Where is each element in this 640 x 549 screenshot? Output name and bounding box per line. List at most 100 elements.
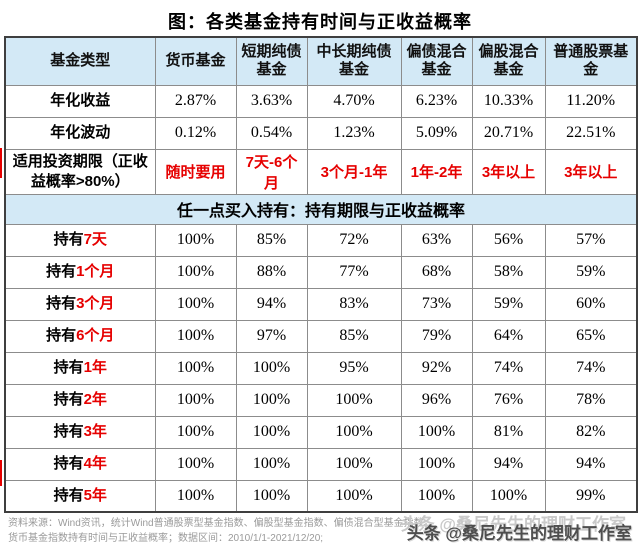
stat-value-cell: 10.33% <box>471 84 546 118</box>
column-header: 偏股混合基金 <box>471 36 546 86</box>
holding-label-prefix: 持有 <box>53 487 84 504</box>
holding-row: 持有5年 100% 100% 100% 100% 100% 99% <box>4 479 638 513</box>
probability-cell: 82% <box>544 415 638 449</box>
probability-cell: 100% <box>400 479 473 513</box>
holding-label-duration: 3个月 <box>76 295 115 313</box>
probability-cell: 99% <box>544 479 638 513</box>
probability-cell: 100% <box>235 447 308 481</box>
probability-cell: 94% <box>544 447 638 481</box>
stat-value-cell: 11.20% <box>544 84 638 118</box>
probability-cell: 83% <box>306 287 402 321</box>
holding-row: 持有1个月 100% 88% 77% 68% 58% 59% <box>4 255 638 289</box>
column-header: 普通股票基金 <box>544 36 638 86</box>
stat-value-cell: 6.23% <box>400 84 473 118</box>
probability-cell: 60% <box>544 287 638 321</box>
probability-cell: 100% <box>306 415 402 449</box>
table-body: 年化收益 2.87% 3.63% 4.70% 6.23% 10.33% 11.20% 年化波动… <box>4 84 638 513</box>
horizon-value-cell: 3个月-1年 <box>306 148 402 195</box>
holding-label-prefix: 持有 <box>53 359 84 377</box>
holding-label-duration: 1年 <box>83 359 107 377</box>
left-edge-red-mark <box>0 148 2 178</box>
probability-cell: 81% <box>471 415 546 449</box>
probability-cell: 100% <box>154 383 237 417</box>
probability-cell: 100% <box>154 351 237 385</box>
holding-label-prefix: 持有 <box>46 327 77 345</box>
horizon-row: 适用投资期限（正收益概率>80%） 随时要用 7天-6个月 3个月-1年 1年-2年 3年… <box>4 148 638 195</box>
probability-cell: 76% <box>471 383 546 417</box>
probability-cell: 100% <box>306 447 402 481</box>
probability-cell: 100% <box>235 351 308 385</box>
stat-row: 年化波动 0.12% 0.54% 1.23% 5.09% 20.71% 22.51% <box>4 116 638 150</box>
column-header: 短期纯债基金 <box>235 36 308 86</box>
probability-cell: 100% <box>471 479 546 513</box>
horizon-value-cell: 随时要用 <box>154 148 237 195</box>
stat-value-cell: 5.09% <box>400 116 473 150</box>
probability-cell: 100% <box>154 447 237 481</box>
probability-cell: 100% <box>154 415 237 449</box>
holding-label-prefix: 持有 <box>46 263 77 281</box>
column-header: 偏债混合基金 <box>400 36 473 86</box>
probability-cell: 85% <box>235 223 308 257</box>
horizon-value-cell: 3年以上 <box>471 148 546 195</box>
holding-row-label: 持有3年 <box>4 415 156 449</box>
probability-cell: 100% <box>154 223 237 257</box>
probability-cell: 56% <box>471 223 546 257</box>
holding-row-label: 持有1个月 <box>4 255 156 289</box>
holding-label-duration: 7天 <box>83 231 107 249</box>
holding-row-label: 持有7天 <box>4 223 156 257</box>
probability-cell: 100% <box>306 479 402 513</box>
stat-row-label: 年化收益 <box>4 84 156 118</box>
holding-label-prefix: 持有 <box>53 231 84 249</box>
stat-value-cell: 22.51% <box>544 116 638 150</box>
footnote: 资料来源：Wind资讯，统计Wind普通股票型基金指数、偏股型基金指数、偏债混合… <box>8 516 632 546</box>
column-header: 中长期纯债基金 <box>306 36 402 86</box>
probability-cell: 100% <box>235 383 308 417</box>
table-header-row: 基金类型 货币基金 短期纯债基金 中长期纯债基金 偏债混合基金 偏股混合基金 普通股票基金 <box>4 36 638 86</box>
probability-cell: 58% <box>471 255 546 289</box>
stat-value-cell: 1.23% <box>306 116 402 150</box>
probability-cell: 57% <box>544 223 638 257</box>
probability-cell: 63% <box>400 223 473 257</box>
footnote-line-2: 货币基金指数持有时间与正收益概率；数据区间：2010/1/1-2021/12/2… <box>8 533 324 544</box>
holding-label-prefix: 持有 <box>46 295 77 313</box>
fund-holding-table: 基金类型 货币基金 短期纯债基金 中长期纯债基金 偏债混合基金 偏股混合基金 普通股票基金 … <box>4 36 638 513</box>
horizon-value-cell: 1年-2年 <box>400 148 473 195</box>
holding-row: 持有7天 100% 85% 72% 63% 56% 57% <box>4 223 638 257</box>
holding-row: 持有6个月 100% 97% 85% 79% 64% 65% <box>4 319 638 353</box>
stat-value-cell: 0.12% <box>154 116 237 150</box>
probability-cell: 74% <box>471 351 546 385</box>
probability-cell: 78% <box>544 383 638 417</box>
probability-cell: 59% <box>471 287 546 321</box>
probability-cell: 92% <box>400 351 473 385</box>
holding-row-label: 持有3个月 <box>4 287 156 321</box>
probability-cell: 65% <box>544 319 638 353</box>
probability-cell: 64% <box>471 319 546 353</box>
probability-cell: 73% <box>400 287 473 321</box>
footnote-line-1: 资料来源：Wind资讯，统计Wind普通股票型基金指数、偏股型基金指数、偏债混合… <box>8 518 434 529</box>
probability-cell: 94% <box>235 287 308 321</box>
probability-cell: 100% <box>400 415 473 449</box>
holding-label-duration: 4年 <box>83 455 107 473</box>
holding-row: 持有3个月 100% 94% 83% 73% 59% 60% <box>4 287 638 321</box>
stat-row: 年化收益 2.87% 3.63% 4.70% 6.23% 10.33% 11.20% <box>4 84 638 118</box>
probability-cell: 100% <box>154 319 237 353</box>
holding-label-duration: 3年 <box>83 423 107 441</box>
stat-value-cell: 4.70% <box>306 84 402 118</box>
holding-label-prefix: 持有 <box>53 455 84 473</box>
probability-cell: 95% <box>306 351 402 385</box>
probability-cell: 100% <box>235 479 308 513</box>
probability-cell: 88% <box>235 255 308 289</box>
probability-cell: 100% <box>400 447 473 481</box>
holding-label-prefix: 持有 <box>53 423 84 441</box>
probability-cell: 100% <box>306 383 402 417</box>
stat-row-label: 年化波动 <box>4 116 156 150</box>
holding-label-duration: 2年 <box>83 391 107 409</box>
probability-cell: 94% <box>471 447 546 481</box>
stat-value-cell: 2.87% <box>154 84 237 118</box>
section-header-row: 任一点买入持有：持有期限与正收益概率 <box>4 193 638 225</box>
holding-label-duration: 1个月 <box>76 263 115 281</box>
probability-cell: 59% <box>544 255 638 289</box>
column-header: 基金类型 <box>4 36 156 86</box>
probability-cell: 100% <box>154 479 237 513</box>
holding-row: 持有3年 100% 100% 100% 100% 81% 82% <box>4 415 638 449</box>
